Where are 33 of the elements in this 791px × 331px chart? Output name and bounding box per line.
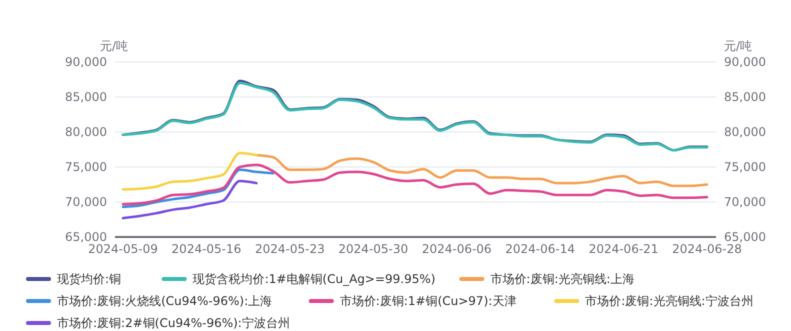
- y2-tick-label: 80,000: [724, 125, 766, 140]
- x-tick-label: 2024-06-06: [422, 242, 492, 256]
- x-tick-label: 2024-06-28: [672, 242, 742, 256]
- y-tick-label: 80,000: [65, 125, 107, 140]
- x-tick-label: 2024-06-21: [588, 242, 658, 256]
- y-tick-label: 90,000: [65, 55, 107, 70]
- y-tick-label: 65,000: [65, 230, 107, 244]
- y2-tick-label: 75,000: [724, 160, 766, 174]
- line-series: [122, 180, 258, 220]
- x-tick-label: 2024-05-23: [254, 242, 325, 256]
- legend-label: 市场价:废铜:火烧线(Cu94%-96%):上海: [57, 294, 272, 308]
- y-tick-label: 70,000: [65, 195, 107, 210]
- legend-label: 市场价:废铜:2#铜(Cu94%-96%):宁波台州: [57, 316, 290, 330]
- x-tick-label: 2024-05-09: [88, 242, 158, 256]
- y2-tick-label: 70,000: [724, 195, 766, 210]
- y2-tick-label: 85,000: [724, 90, 766, 104]
- legend-label: 市场价:废铜:光亮铜线:上海: [490, 272, 634, 286]
- y-tick-label: 75,000: [65, 160, 107, 174]
- y2-tick-label: 90,000: [724, 55, 766, 70]
- line-series: [255, 154, 708, 188]
- y-tick-label: 85,000: [65, 90, 107, 104]
- y2-axis-title: 元/吨: [724, 39, 752, 53]
- x-tick-label: 2024-06-14: [505, 242, 576, 256]
- legend-label: 现货均价:铜: [57, 272, 122, 286]
- line-series: [122, 164, 708, 206]
- x-tick-label: 2024-05-16: [172, 242, 242, 256]
- legend-label: 市场价:废铜:光亮铜线:宁波台州: [585, 294, 754, 308]
- y2-tick-label: 65,000: [724, 230, 766, 244]
- legend-label: 市场价:废铜:1#铜(Cu>97):天津: [340, 294, 516, 308]
- line-series: [122, 152, 258, 191]
- y-axis-title: 元/吨: [100, 39, 128, 53]
- x-tick-label: 2024-05-30: [338, 242, 408, 256]
- legend-label: 现货含税均价:1#电解铜(Cu_Ag>=99.95%): [192, 272, 436, 286]
